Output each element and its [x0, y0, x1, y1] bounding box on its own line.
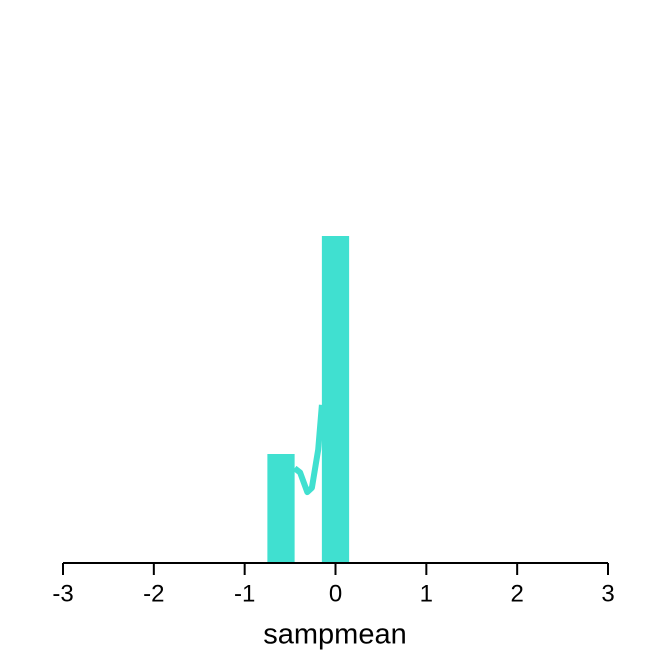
bar	[267, 454, 295, 563]
x-tick-label: 2	[510, 580, 523, 607]
x-tick-label: 3	[601, 580, 614, 607]
x-tick-label: 0	[329, 580, 342, 607]
density-curve	[292, 404, 325, 496]
x-tick-label: -3	[52, 580, 73, 607]
x-axis-label: sampmean	[263, 619, 406, 651]
x-tick-label: 1	[420, 580, 433, 607]
x-tick-label: -1	[234, 580, 255, 607]
bar	[321, 236, 350, 563]
x-tick-label: -2	[143, 580, 164, 607]
